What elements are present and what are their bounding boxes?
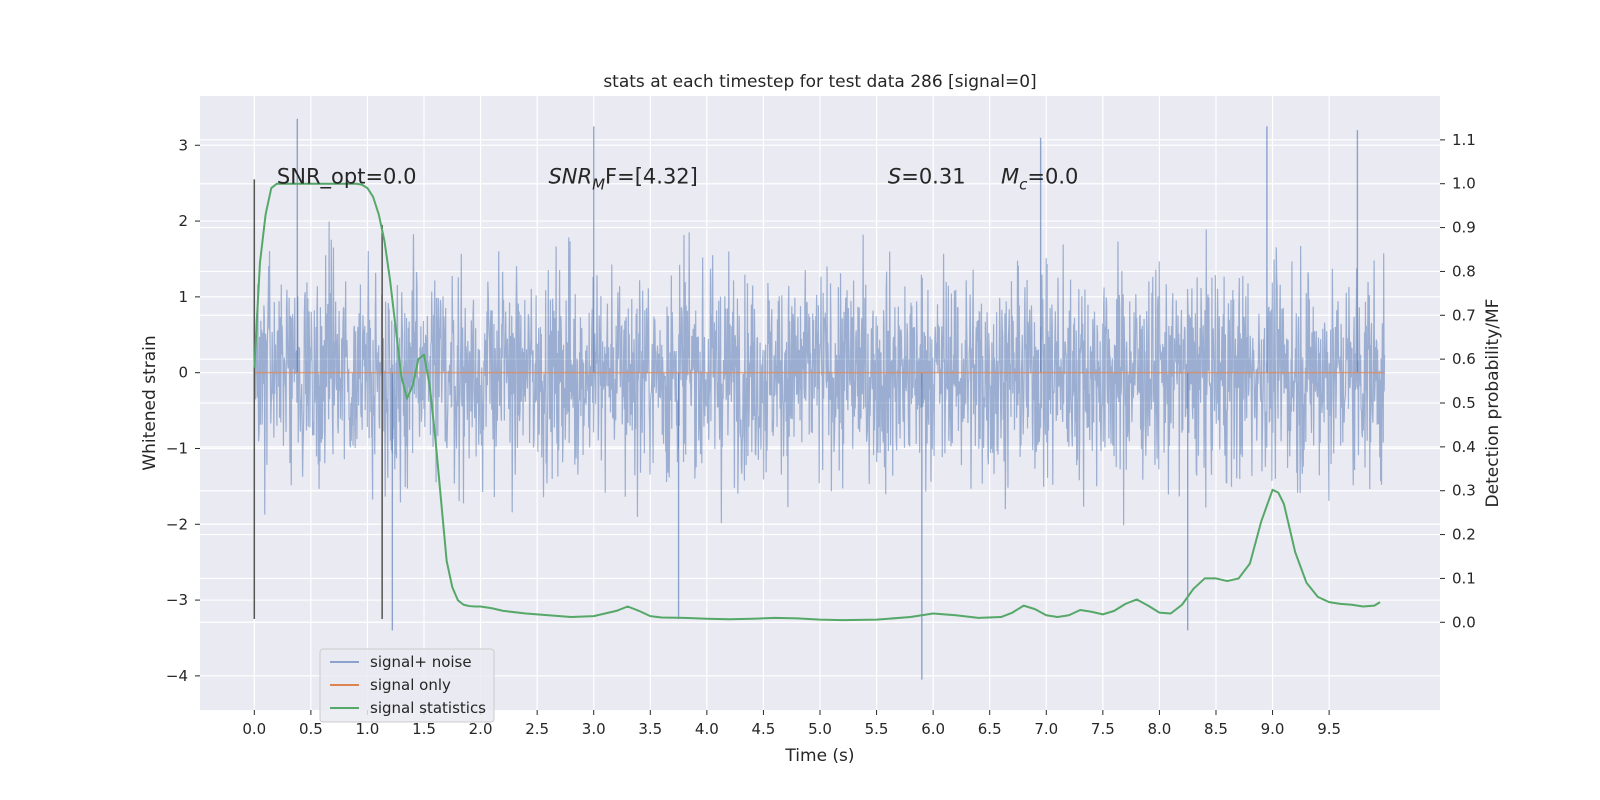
signal-statistics-series [253,182,1381,622]
x-axis-ticks: 0.0 0.5 1.0 1.5 2.0 2.5 3.0 3.5 4.0 4.5 5.0 5.5 6.0 6… [242,710,1341,738]
legend-label-noise: signal+ noise [370,653,472,671]
x-axis-label: Time (s) [784,746,854,766]
x-tick-label: 4.5 [752,720,776,738]
y-tick-label: 2 [178,212,188,230]
legend-label-statistics: signal statistics [370,699,486,717]
x-tick-label: 9.0 [1261,720,1285,738]
annotation: SNRMF=[4.32] [548,164,697,193]
x-tick-label: 3.5 [638,720,662,738]
y-tick-label: −2 [166,515,188,533]
x-tick-label: 0.0 [242,720,266,738]
y2-tick-label: 0.9 [1452,219,1476,237]
noise-trace [253,221,1386,526]
y2-tick-label: 0.2 [1452,526,1476,544]
x-tick-label: 2.0 [469,720,493,738]
y-tick-label: 0 [178,364,188,382]
y2-tick-label: 0.6 [1452,350,1476,368]
statistics-line [253,182,1381,622]
x-tick-label: 1.5 [412,720,436,738]
y2-tick-label: 0.4 [1452,438,1476,456]
y2-tick-label: 1.1 [1452,131,1476,149]
legend: signal+ noise signal only signal statist… [319,648,495,723]
chart-title: stats at each timestep for test data 286… [603,72,1036,92]
y2-tick-label: 1.0 [1452,175,1476,193]
y2-tick-label: 0.0 [1452,613,1476,631]
y-axis-label: Whitened strain [140,335,160,470]
annotation: Mc=0.0 [1001,164,1078,193]
annotation: S=0.31 [888,164,966,188]
annotation: SNR_opt=0.0 [277,164,417,189]
y2-tick-label: 0.8 [1452,262,1476,280]
legend-box [319,648,495,723]
y-axis-ticks: −4 −3 −2 −1 0 1 2 3 [166,136,200,685]
x-tick-label: 0.5 [299,720,323,738]
x-tick-label: 2.5 [525,720,549,738]
annotations: SNR_opt=0.0 SNRMF=[4.32] S=0.31 Mc=0.0 [277,164,1078,193]
x-tick-label: 1.0 [356,720,380,738]
y-tick-label: −1 [166,439,188,457]
noise-series [253,118,1386,680]
y2-axis-label: Detection probability/MF [1483,299,1503,508]
y-tick-label: −3 [166,591,188,609]
vertical-markers [253,179,383,620]
legend-label-signal-only: signal only [370,676,451,694]
x-tick-label: 7.5 [1091,720,1115,738]
y2-tick-label: 0.1 [1452,569,1476,587]
x-tick-label: 6.0 [921,720,945,738]
y2-axis-ticks: 0.0 0.1 0.2 0.3 0.4 0.5 0.6 0.7 0.8 0.9 1.0 1.1 [1440,131,1476,631]
x-tick-label: 8.0 [1147,720,1171,738]
x-tick-label: 7.0 [1034,720,1058,738]
y2-tick-label: 0.7 [1452,306,1476,324]
x-tick-label: 8.5 [1204,720,1228,738]
x-tick-label: 9.5 [1317,720,1341,738]
x-tick-label: 6.5 [978,720,1002,738]
x-tick-label: 3.0 [582,720,606,738]
y2-tick-label: 0.3 [1452,482,1476,500]
y-tick-label: 1 [178,288,188,306]
y2-tick-label: 0.5 [1452,394,1476,412]
x-tick-label: 5.0 [808,720,832,738]
y-tick-label: −4 [166,667,188,685]
y-tick-label: 3 [178,136,188,154]
x-tick-label: 4.0 [695,720,719,738]
x-tick-label: 5.5 [865,720,889,738]
